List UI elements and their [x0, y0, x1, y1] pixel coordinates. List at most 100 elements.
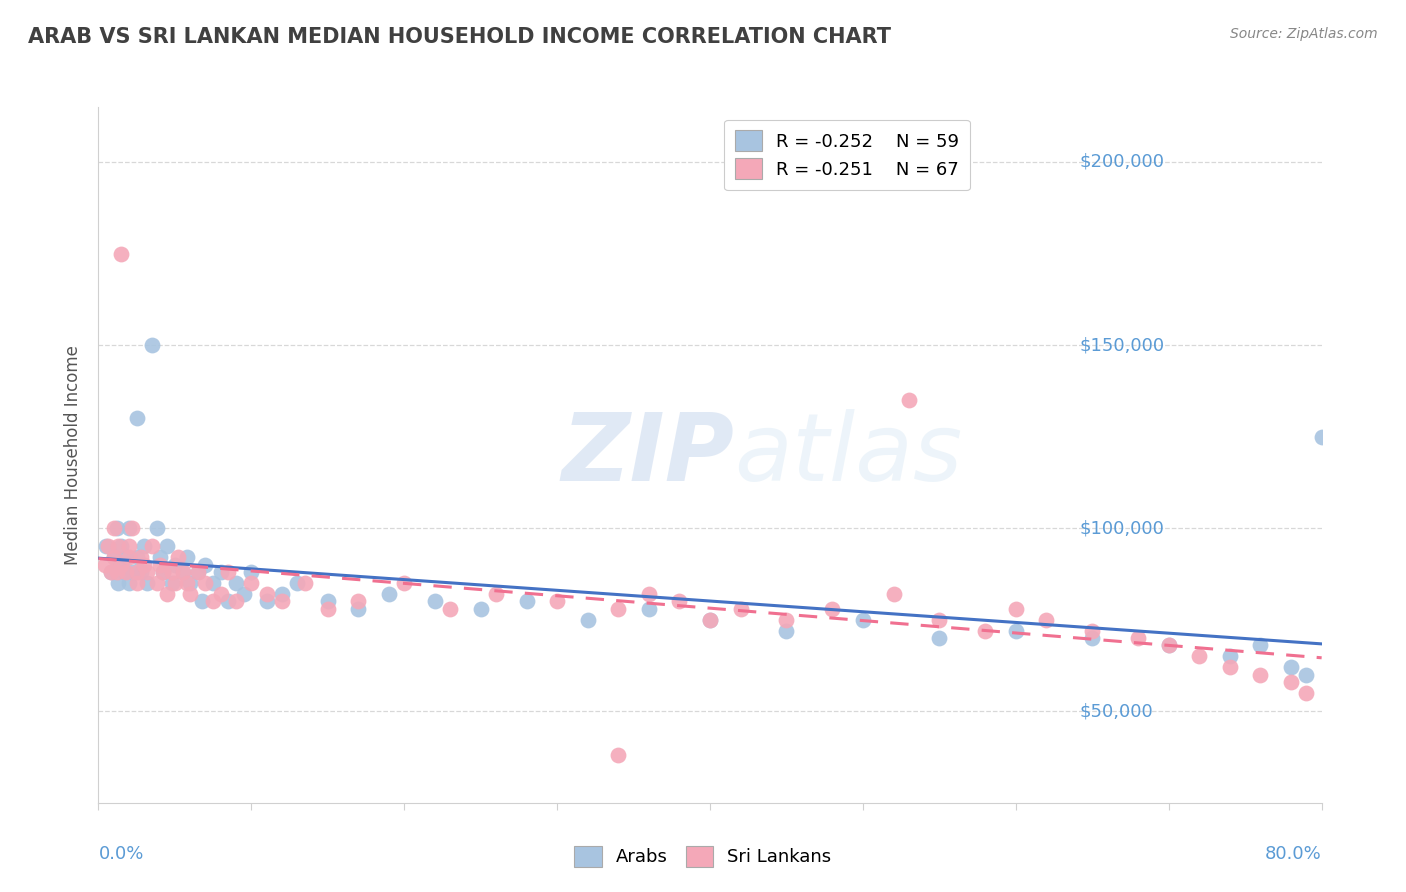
- Point: [187, 565, 209, 579]
- Point: [100, 565, 122, 579]
- Point: [240, 576, 263, 591]
- Point: [1249, 638, 1271, 652]
- Point: [149, 558, 172, 572]
- Point: [163, 558, 186, 572]
- Point: [187, 565, 209, 579]
- Text: ZIP: ZIP: [561, 409, 734, 501]
- Point: [928, 631, 950, 645]
- Point: [110, 540, 132, 554]
- Point: [194, 576, 217, 591]
- Point: [194, 558, 217, 572]
- Point: [1279, 660, 1302, 674]
- Text: ARAB VS SRI LANKAN MEDIAN HOUSEHOLD INCOME CORRELATION CHART: ARAB VS SRI LANKAN MEDIAN HOUSEHOLD INCO…: [28, 27, 891, 46]
- Point: [217, 594, 239, 608]
- Point: [1279, 675, 1302, 690]
- Point: [112, 565, 135, 579]
- Point: [103, 550, 125, 565]
- Point: [156, 587, 179, 601]
- Point: [118, 576, 141, 591]
- Point: [134, 558, 156, 572]
- Point: [115, 565, 138, 579]
- Point: [256, 587, 278, 601]
- Point: [176, 550, 198, 565]
- Point: [897, 392, 920, 407]
- Point: [179, 587, 201, 601]
- Point: [775, 624, 797, 638]
- Point: [202, 576, 225, 591]
- Point: [225, 576, 247, 591]
- Point: [118, 550, 141, 565]
- Point: [125, 565, 148, 579]
- Point: [1128, 631, 1150, 645]
- Point: [347, 594, 370, 608]
- Point: [1157, 638, 1180, 652]
- Point: [176, 576, 198, 591]
- Text: $200,000: $200,000: [1080, 153, 1164, 171]
- Point: [1310, 429, 1333, 443]
- Point: [107, 540, 129, 554]
- Point: [775, 613, 797, 627]
- Point: [152, 565, 174, 579]
- Text: $150,000: $150,000: [1080, 336, 1164, 354]
- Text: atlas: atlas: [734, 409, 963, 500]
- Point: [270, 587, 292, 601]
- Point: [232, 587, 254, 601]
- Point: [928, 613, 950, 627]
- Point: [439, 601, 461, 615]
- Point: [179, 576, 201, 591]
- Point: [1004, 624, 1026, 638]
- Point: [121, 565, 143, 579]
- Point: [1219, 660, 1241, 674]
- Point: [668, 594, 690, 608]
- Point: [316, 594, 339, 608]
- Point: [136, 576, 159, 591]
- Point: [256, 594, 278, 608]
- Point: [160, 576, 183, 591]
- Point: [125, 576, 148, 591]
- Point: [141, 338, 163, 352]
- Point: [103, 550, 125, 565]
- Point: [209, 587, 232, 601]
- Point: [125, 411, 148, 425]
- Text: $50,000: $50,000: [1080, 702, 1153, 720]
- Point: [637, 587, 661, 601]
- Point: [145, 521, 167, 535]
- Point: [136, 565, 159, 579]
- Point: [378, 587, 401, 601]
- Point: [730, 601, 752, 615]
- Point: [97, 540, 120, 554]
- Point: [1249, 667, 1271, 681]
- Y-axis label: Median Household Income: Median Household Income: [65, 345, 83, 565]
- Point: [225, 594, 247, 608]
- Point: [172, 565, 194, 579]
- Point: [167, 550, 190, 565]
- Point: [209, 565, 232, 579]
- Point: [516, 594, 538, 608]
- Point: [347, 601, 370, 615]
- Point: [821, 601, 844, 615]
- Point: [1295, 667, 1317, 681]
- Point: [125, 550, 148, 565]
- Point: [105, 521, 128, 535]
- Point: [118, 540, 141, 554]
- Point: [217, 565, 239, 579]
- Point: [110, 558, 132, 572]
- Point: [1004, 601, 1026, 615]
- Point: [1081, 624, 1104, 638]
- Point: [316, 601, 339, 615]
- Point: [637, 601, 661, 615]
- Point: [152, 565, 174, 579]
- Point: [160, 565, 183, 579]
- Point: [607, 748, 630, 763]
- Point: [470, 601, 492, 615]
- Point: [1035, 613, 1057, 627]
- Point: [110, 558, 132, 572]
- Point: [240, 565, 263, 579]
- Point: [699, 613, 721, 627]
- Point: [107, 576, 129, 591]
- Point: [163, 576, 186, 591]
- Point: [1157, 638, 1180, 652]
- Text: 0.0%: 0.0%: [98, 845, 143, 863]
- Point: [576, 613, 599, 627]
- Point: [699, 613, 721, 627]
